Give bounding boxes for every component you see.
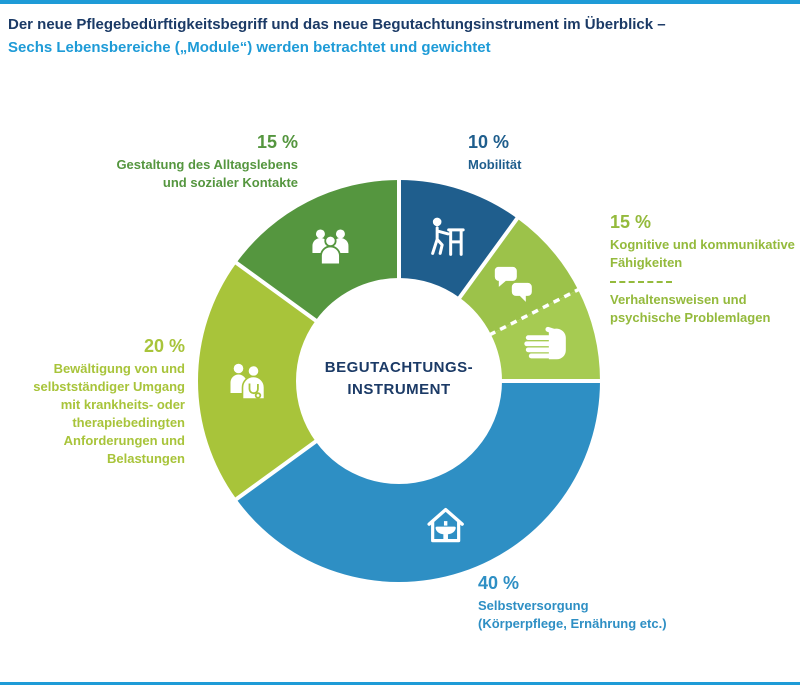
speech-bubbles-icon	[494, 266, 532, 302]
hand-icon	[524, 326, 566, 360]
page-subtitle: Sechs Lebensbereiche („Module“) werden b…	[8, 39, 491, 56]
callout-gestaltung-pct: 15 %	[256, 132, 298, 152]
center-label-line1: BEGUTACHTUNGS-	[324, 359, 474, 376]
segment-selbstversorgung	[236, 381, 601, 582]
callout-bewaeltigung-line: Anforderungen und	[63, 433, 185, 448]
callout-mobilitaet: 10 % Mobilität	[468, 132, 521, 174]
callout-kognitiv-pct: 15 %	[610, 212, 652, 232]
segment-kognitive-faehigkeiten	[459, 218, 579, 335]
walker-icon	[431, 216, 465, 256]
callout-bewaeltigung-line: Belastungen	[106, 451, 185, 466]
callout-bewaeltigung-line: selbstständiger Umgang	[33, 379, 185, 394]
center-label-line2: INSTRUMENT	[347, 381, 451, 398]
top-accent-rule	[0, 0, 800, 4]
callout-gestaltung-line: Gestaltung des Alltagslebens	[116, 157, 298, 172]
callout-bewaeltigung-line: Bewältigung von und	[53, 361, 185, 376]
callout-kognitiv-line: psychische Problemlagen	[610, 310, 771, 325]
house-icon	[427, 507, 464, 543]
callout-bewaeltigung-line: mit krankheits- oder	[60, 397, 185, 412]
callout-selbstversorgung-line: Selbstversorgung	[478, 598, 589, 613]
segment-mobilitaet	[399, 180, 518, 298]
callout-kognitiv-line: Fähigkeiten	[610, 255, 683, 270]
segment-gestaltung	[236, 180, 399, 321]
callout-selbstversorgung: 40 % Selbstversorgung (Körperpflege, Ern…	[478, 573, 667, 633]
page-header: Der neue Pflegebedürftigkeitsbegriff und…	[8, 13, 792, 59]
doctor-icon	[229, 362, 266, 400]
callout-kognitiv-line: Kognitive und kommunikative	[610, 237, 795, 252]
callout-selbstversorgung-line: (Körperpflege, Ernährung etc.)	[478, 616, 667, 631]
segment-divider	[233, 439, 319, 502]
segment-divider	[457, 215, 520, 301]
callout-bewaeltigung-pct: 20 %	[143, 336, 185, 356]
callout-mobilitaet-line: Mobilität	[468, 157, 522, 172]
callout-mobilitaet-pct: 10 %	[468, 132, 510, 152]
page-title: Der neue Pflegebedürftigkeitsbegriff und…	[8, 16, 666, 33]
callout-gestaltung-line: und sozialer Kontakte	[162, 175, 298, 190]
callout-kognitiv: 15 % Kognitive und kommunikative Fähigke…	[610, 212, 800, 327]
callout-kognitiv-line: Verhaltensweisen und	[610, 292, 747, 307]
bottom-accent-rule	[0, 682, 800, 685]
kognitiv-dashed-divider	[610, 281, 672, 283]
donut-center-label: BEGUTACHTUNGS- INSTRUMENT	[289, 357, 509, 401]
callout-selbstversorgung-pct: 40 %	[478, 573, 520, 593]
segment-divider	[233, 260, 319, 323]
people-group-icon	[311, 228, 350, 266]
callout-bewaeltigung-line: therapiebedingten	[72, 415, 185, 430]
callout-bewaeltigung: 20 % Bewältigung von und selbstständiger…	[0, 336, 185, 468]
callout-gestaltung: 15 % Gestaltung des Alltagslebens und so…	[18, 132, 298, 192]
segment-divider-dashed	[488, 287, 581, 337]
